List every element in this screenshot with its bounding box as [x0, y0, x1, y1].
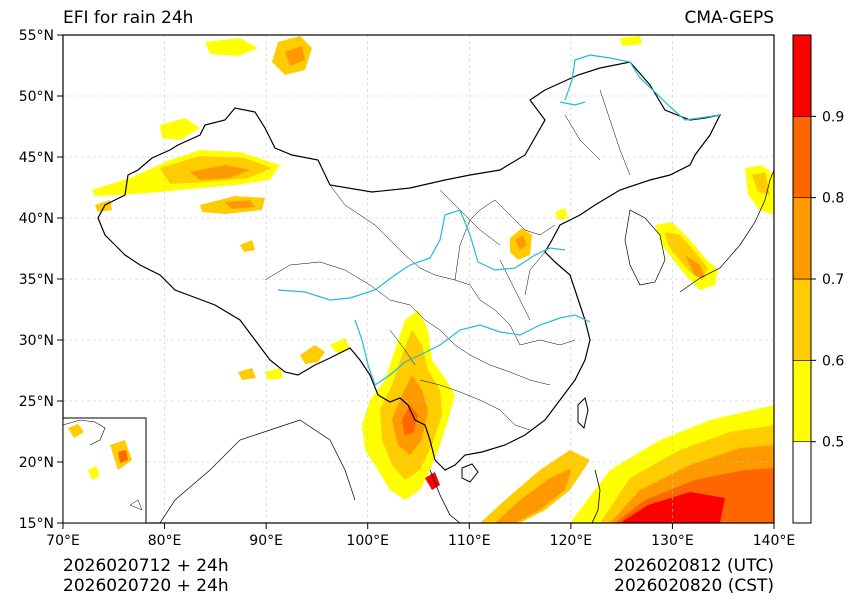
rivers: [277, 54, 721, 386]
y-tick-label: 50°N: [19, 89, 54, 105]
efi-area-tibet-3: [238, 368, 256, 380]
efi-area-kazakh-west: [95, 200, 112, 212]
x-tick-label: 100°E: [346, 533, 389, 549]
valid-time-utc: 2026020812 (UTC): [613, 556, 774, 576]
korea-outline: [624, 209, 666, 286]
efi-area-tibet-5: [240, 240, 255, 252]
colorbar-segment: [792, 441, 812, 524]
colorbar-segment: [792, 278, 812, 361]
efi-shading: [92, 36, 774, 523]
init-time-cst: 2026020720 + 24h: [63, 576, 229, 596]
colorbar-tick-label: 0.8: [822, 191, 844, 207]
colorbar-segment: [792, 360, 812, 442]
colorbar-tick-label: 0.5: [822, 435, 844, 451]
amur-river: [564, 54, 721, 121]
x-tick-label: 140°E: [753, 533, 796, 549]
colorbar-tick-label: 0.7: [822, 272, 844, 288]
x-tick-label: 120°E: [550, 533, 593, 549]
valid-time-cst: 2026020820 (CST): [614, 576, 774, 596]
efi-area-tibet-4: [265, 368, 283, 380]
colorbar-tick-label: 0.9: [822, 109, 844, 125]
y-tick-label: 20°N: [19, 455, 54, 471]
colorbar-segment: [792, 116, 812, 198]
y-tick-label: 55°N: [19, 28, 54, 44]
efi-area-tianshan-core: [225, 200, 255, 209]
taiwan-island: [577, 397, 589, 429]
hainan-island: [461, 463, 479, 483]
efi-area-southwest-peak: [402, 405, 418, 436]
efi-area-northchina-core: [515, 235, 527, 250]
south-china-sea-inset: [62, 417, 147, 524]
colorbar-tick-label: 0.6: [822, 353, 844, 369]
x-tick-label: 70°E: [46, 533, 80, 549]
philippines-coast: [591, 469, 601, 523]
colorbar: 0.5 0.6 0.7 0.8 0.9: [792, 34, 844, 524]
songhua-river: [559, 101, 586, 106]
valid-time-block: 2026020812 (UTC) 2026020820 (CST): [613, 556, 774, 596]
y-tick-label: 35°N: [19, 272, 54, 288]
y-tick-label: 25°N: [19, 394, 54, 410]
efi-area-tibet-2: [330, 338, 350, 354]
y-tick-label: 30°N: [19, 333, 54, 349]
efi-area-scs: [480, 450, 590, 523]
y-tick-label: 40°N: [19, 211, 54, 227]
efi-area-north-2: [205, 38, 258, 56]
efi-area-liaoning: [555, 208, 568, 220]
province-borders: [264, 89, 631, 431]
map-title: EFI for rain 24h: [63, 8, 194, 28]
init-time-utc: 2026020712 + 24h: [63, 556, 229, 576]
x-tick-label: 130°E: [651, 533, 694, 549]
grid-lines: [63, 35, 774, 523]
yangtze-river: [354, 314, 591, 386]
yellow-river: [277, 209, 566, 301]
efi-area-tibet-1: [300, 345, 325, 364]
efi-area-northeast-1: [620, 36, 642, 46]
x-tick-label: 110°E: [448, 533, 491, 549]
efi-area-japan-core: [685, 255, 705, 278]
efi-area-japan-north-core: [752, 172, 770, 195]
init-time-block: 2026020712 + 24h 2026020720 + 24h: [63, 556, 229, 596]
china-border: [97, 61, 722, 471]
indochina-coast: [429, 469, 461, 523]
x-tick-label: 90°E: [249, 533, 283, 549]
y-tick-label: 15°N: [19, 516, 54, 532]
y-tick-label: 45°N: [19, 150, 54, 166]
colorbar-segment: [792, 197, 812, 280]
efi-area-xinjiang-core: [190, 165, 250, 180]
map-axes: 70°E 80°E 90°E 100°E 110°E 120°E 130°E 140°E 15°…: [19, 28, 796, 549]
efi-area-north-1-core: [285, 46, 305, 66]
model-name: CMA-GEPS: [684, 8, 774, 28]
efi-area-pacific-peak: [620, 492, 725, 523]
efi-area-kazakh: [160, 118, 200, 140]
efi-area-scs-core: [495, 468, 572, 523]
x-tick-label: 80°E: [148, 533, 182, 549]
colorbar-segment: [792, 34, 812, 117]
japan-outline: [679, 169, 774, 293]
india-coast: [159, 419, 356, 523]
